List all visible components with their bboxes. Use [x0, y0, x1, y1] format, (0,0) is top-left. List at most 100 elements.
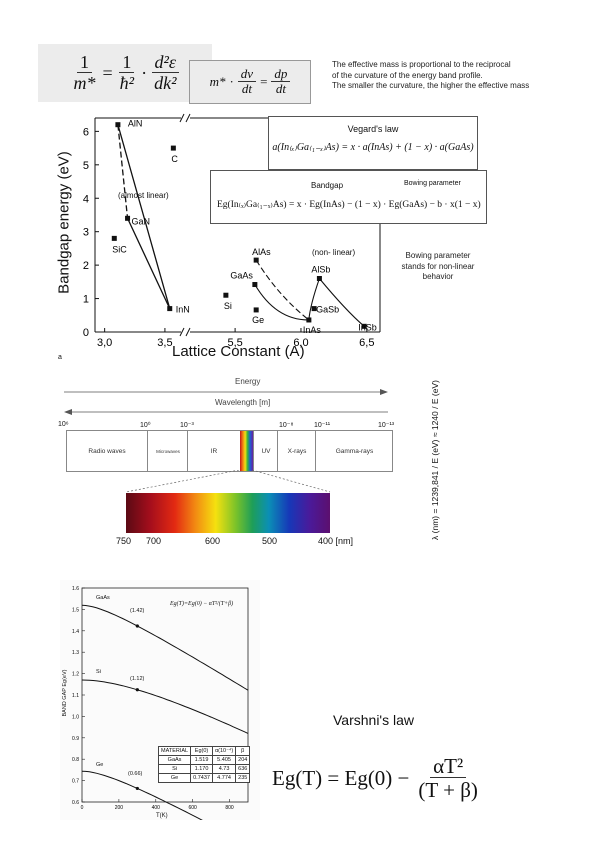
- point-label-alsb: AlSb: [311, 265, 330, 275]
- varshni-title: Varshni's law: [333, 712, 414, 728]
- point-si: [223, 292, 229, 298]
- y-tick-label: 6: [83, 126, 89, 138]
- non-linear-annot: (non- linear): [312, 248, 356, 257]
- alsb-inas-curve: [308, 278, 320, 321]
- effective-mass-formula: 1 m* = 1 ħ² · d²ε dk²: [38, 44, 212, 102]
- point-alas: [253, 257, 259, 263]
- table-row: Si 1.170 4.73 636: [157, 764, 251, 774]
- bandgap-chart: 0 1 2 3 4 5 6 3,0 3,5 5,5 6,0 6,5 AlN C GaN SiC InN Si Ge…: [83, 113, 381, 349]
- x-tick-label: 600: [188, 805, 197, 811]
- point-ge: [253, 307, 259, 313]
- x-tick-label: 3,0: [97, 337, 112, 349]
- wavelength-label: Wavelength [m]: [215, 398, 271, 407]
- x-tick-label: 3,5: [157, 337, 172, 349]
- varshni-material-table: MATERIAL Eg(0) α(10⁻⁴) β GaAs 1.519 5.405 20…: [157, 746, 251, 783]
- alsb-insb-curve: [318, 278, 365, 327]
- band-uv: UV: [253, 431, 278, 471]
- aln-inn-line: [117, 124, 171, 309]
- bandgap-lines: [117, 124, 365, 327]
- curve-label-gaas: GaAs: [96, 595, 110, 601]
- point-label-ge: Ge: [252, 315, 264, 325]
- bandgap-formula-box: Bandgap Bowing parameter Eg(In₍ₓ₎Ga₍₁₋ₓ₎…: [210, 170, 487, 224]
- point-label-si: Si: [224, 301, 232, 311]
- point-inas: [306, 317, 312, 323]
- spectrum-band-bar: Radio waves Microwaves IR UV X-rays Gamm…: [66, 430, 393, 472]
- bandgap-axes: 0 1 2 3 4 5 6 3,0 3,5 5,5 6,0 6,5: [83, 113, 381, 349]
- visible-spectrum-bar: [126, 493, 330, 533]
- point-label-gasb: GaSb: [316, 305, 339, 315]
- y-tick-label: 1.6: [72, 586, 79, 592]
- varshni-x-label: T(K): [156, 813, 168, 819]
- x-tick-label: 6,0: [293, 337, 308, 349]
- bowing-note: Bowing parameter stands for non-linear b…: [401, 251, 475, 281]
- point-label-gan: GaN: [132, 216, 151, 226]
- scale-label-2: 10⁰: [140, 422, 151, 429]
- energy-label: Energy: [235, 377, 261, 386]
- curve-annot-gaas: (1.42): [130, 608, 145, 614]
- point-gan: [125, 215, 131, 221]
- vegard-title: Vegard's law: [347, 124, 399, 134]
- y-tick-label: 0.7: [72, 779, 79, 785]
- table-row: Ge 0.7437 4.774 235: [157, 773, 251, 783]
- y-tick-label: 0.6: [72, 800, 79, 806]
- varshni-chart: 1.6 1.5 1.4 1.3 1.2 1.1 1.0 0.9 0.8 0.7 0.60 200 400…: [60, 580, 260, 820]
- vegard-formula: a(In₍ₓ₎Ga₍₁₋ₓ₎As) = x · a(InAs) + (1 − x…: [272, 142, 474, 153]
- y-tick-label: 1.2: [72, 672, 79, 678]
- nm-label-600: 600: [205, 536, 221, 546]
- varshni-300k-marker: [135, 624, 139, 628]
- varshni-formula: Eg(T) = Eg(0) − αT² (T + β): [272, 754, 478, 803]
- axis-break-mark: [179, 327, 185, 337]
- bowing-parameter-label: Bowing parameter: [404, 180, 461, 187]
- band-xrays: X-rays: [277, 431, 316, 471]
- scale-label-5: 10⁻¹¹: [314, 422, 331, 429]
- bandgap-point-labels: AlN C GaN SiC InN Si Ge AlAs GaAs InAs AlSb GaSb InS…: [112, 119, 376, 335]
- varshni-y-label: BAND GAP Eg(eV): [62, 669, 68, 717]
- point-label-sic: SiC: [112, 244, 127, 254]
- table-row: GaAs 1.519 5.405 204: [157, 755, 251, 765]
- nm-label-700: 700: [146, 536, 162, 546]
- scale-label-4: 10⁻⁸: [279, 422, 294, 429]
- energy-arrow: [64, 389, 388, 395]
- point-alsb: [316, 276, 322, 281]
- axis-break-mark: [185, 327, 191, 337]
- y-tick-label: 4: [83, 193, 89, 205]
- varshni-300k-marker: [135, 688, 139, 692]
- bandgap-formula: Eg(In₍ₓ₎Ga₍₁₋ₓ₎As) = x · Eg(InAs) − (1 −…: [217, 200, 481, 210]
- scale-label-3: 10⁻³: [180, 422, 194, 429]
- bandgap-points: [111, 122, 367, 329]
- visible-strip: [240, 431, 253, 471]
- wavelength-energy-formula: λ (nm) = 1239,841 / E (eV) ≈ 1240 / E (e…: [430, 380, 440, 540]
- point-inn: [167, 306, 173, 312]
- axis-break-mark: [185, 113, 191, 123]
- curve-annot-si: (1.12): [130, 676, 145, 682]
- vegard-law-box: Vegard's law a(In₍ₓ₎Ga₍₁₋ₓ₎As) = x · a(I…: [268, 116, 478, 170]
- scale-label-1: 10⁶: [58, 421, 69, 428]
- chart-footnote: a: [58, 354, 62, 361]
- point-label-insb: InSb: [358, 322, 377, 332]
- band-gamma: Gamma-rays: [315, 431, 393, 471]
- y-tick-label: 1.0: [72, 714, 79, 720]
- x-tick-label: 0: [81, 805, 84, 811]
- band-microwaves: Microwaves: [147, 431, 188, 471]
- y-tick-label: 0.9: [72, 736, 79, 742]
- varshni-curve-ge: [81, 770, 203, 820]
- y-tick-label: 1.5: [72, 607, 79, 613]
- point-label-inas: InAs: [303, 325, 322, 335]
- x-tick-label: 6,5: [359, 337, 374, 349]
- spectrum-zoom-lines: [125, 470, 331, 493]
- point-label-c: C: [171, 154, 178, 164]
- point-insb: [361, 323, 367, 329]
- band-radio: Radio waves: [88, 447, 126, 455]
- x-tick-label: 400: [152, 805, 161, 811]
- curve-label-si: Si: [96, 669, 101, 675]
- point-gaas: [252, 282, 258, 288]
- axis-break-mark: [179, 113, 185, 123]
- nm-label-400: 400 [nm]: [318, 536, 354, 546]
- y-tick-label: 1: [83, 294, 89, 306]
- varshni-300k-marker: [135, 786, 139, 791]
- effective-mass-note: The effective mass is proportional to th…: [332, 60, 530, 90]
- scale-label-6: 10⁻¹³: [378, 422, 395, 429]
- y-tick-label: 0: [83, 327, 89, 339]
- bandgap-title: Bandgap: [311, 181, 344, 190]
- point-label-aln: AlN: [128, 119, 143, 129]
